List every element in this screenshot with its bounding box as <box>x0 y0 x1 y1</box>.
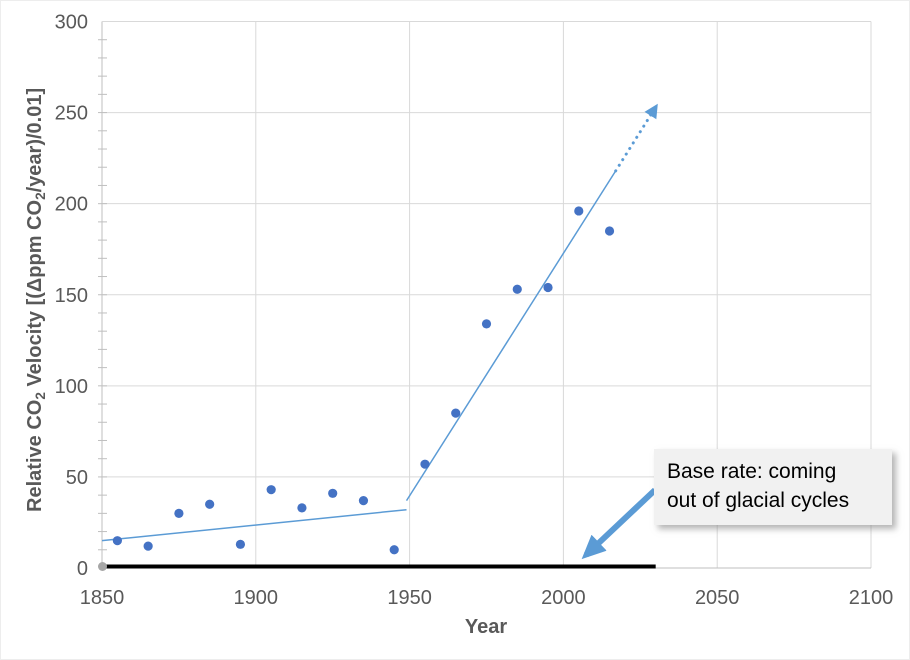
scatter-point <box>143 541 153 551</box>
y-tick-label: 150 <box>55 285 88 307</box>
y-tick-label: 200 <box>55 194 88 216</box>
scatter-point <box>604 226 615 236</box>
scatter-point <box>481 319 492 329</box>
scatter-point <box>297 503 307 513</box>
scatter-point <box>358 495 369 506</box>
scatter-point <box>235 539 246 549</box>
annotation-callout: Base rate: coming out of glacial cycles <box>654 449 892 525</box>
y-axis-title-text: Relative CO <box>24 399 47 512</box>
y-tick-label: 100 <box>55 376 88 398</box>
scatter-point <box>174 508 184 518</box>
x-tick-label: 1900 <box>234 587 279 609</box>
y-tick-label: 300 <box>55 12 88 34</box>
y-axis-title: Relative CO2 Velocity [(Δppm CO2/year)/0… <box>24 20 48 580</box>
y-axis-title-subscript: 2 <box>32 392 48 400</box>
x-tick-label: 2100 <box>849 587 894 609</box>
scatter-point <box>574 206 584 216</box>
x-tick-label: 2050 <box>695 587 740 609</box>
scatter-point <box>112 536 122 546</box>
y-axis-title-text: Velocity [(Δppm CO <box>24 199 47 393</box>
annotation-arrow <box>581 487 658 560</box>
trend-forecast <box>614 103 658 173</box>
x-axis-title: Year <box>464 616 508 638</box>
y-axis-title-subscript: 2 <box>32 192 48 200</box>
scatter-point <box>266 485 276 495</box>
y-tick-label: 50 <box>66 467 88 489</box>
annotation-line-1: Base rate: coming <box>667 460 837 483</box>
y-axis-title-text: /year)/0.01] <box>24 87 47 193</box>
trend-1850-1950 <box>101 508 407 542</box>
x-tick-label: 1950 <box>387 587 432 609</box>
scatter-point <box>420 459 430 469</box>
scatter-point <box>389 545 399 555</box>
annotation-line-2: out of glacial cycles <box>667 488 850 512</box>
scatter-point <box>205 499 215 509</box>
scatter-point <box>451 408 461 418</box>
x-tick-label: 2000 <box>541 587 586 609</box>
trend-1950-2017 <box>405 170 617 502</box>
y-tick-label: 250 <box>55 103 88 125</box>
scatter-point <box>328 488 338 498</box>
scatter-point <box>543 282 553 293</box>
y-tick-label: 0 <box>77 558 88 580</box>
scatter-point <box>512 284 522 294</box>
baseline-start-dot <box>98 562 107 571</box>
x-tick-label: 1850 <box>80 587 125 609</box>
